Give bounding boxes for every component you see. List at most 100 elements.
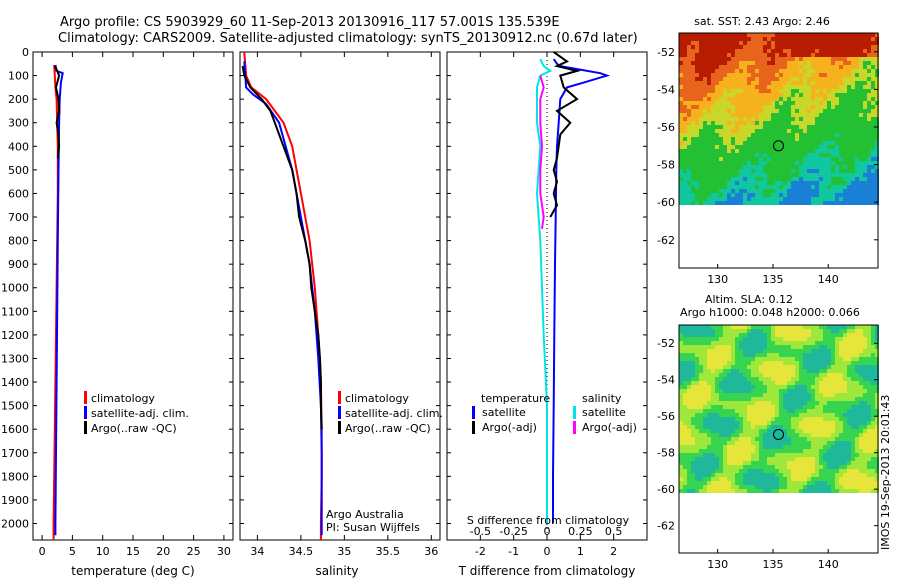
map-cell bbox=[683, 393, 687, 397]
map-cell bbox=[843, 105, 847, 109]
map-cell bbox=[863, 369, 867, 373]
map-cell bbox=[699, 489, 703, 493]
map-cell bbox=[739, 425, 743, 429]
map-cell bbox=[723, 381, 727, 385]
map-cell bbox=[763, 361, 767, 365]
map-cell bbox=[811, 81, 815, 85]
map-cell bbox=[695, 137, 699, 141]
map-cell bbox=[863, 465, 867, 469]
map-cell bbox=[783, 189, 787, 193]
map-cell bbox=[871, 101, 875, 105]
map-cell bbox=[731, 393, 735, 397]
map-cell bbox=[767, 117, 771, 121]
map-cell bbox=[711, 145, 715, 149]
map-cell bbox=[795, 77, 799, 81]
map-cell bbox=[791, 345, 795, 349]
map-cell bbox=[747, 201, 751, 205]
map-cell bbox=[743, 433, 747, 437]
map-cell bbox=[719, 93, 723, 97]
map-cell bbox=[687, 69, 691, 73]
map-cell bbox=[819, 37, 823, 41]
map-cell bbox=[803, 201, 807, 205]
map-cell bbox=[747, 369, 751, 373]
map-cell bbox=[695, 197, 699, 201]
map-cell bbox=[747, 61, 751, 65]
map-cell bbox=[695, 173, 699, 177]
map-cell bbox=[819, 453, 823, 457]
map-cell bbox=[699, 45, 703, 49]
map-cell bbox=[867, 125, 871, 129]
map-cell bbox=[691, 333, 695, 337]
map-cell bbox=[695, 377, 699, 381]
map-cell bbox=[779, 149, 783, 153]
map-cell bbox=[791, 437, 795, 441]
map-cell bbox=[811, 77, 815, 81]
y-tick-label: 900 bbox=[8, 258, 29, 271]
map-cell bbox=[819, 137, 823, 141]
map-cell bbox=[763, 457, 767, 461]
map-cell bbox=[711, 157, 715, 161]
map-cell bbox=[819, 77, 823, 81]
map-cell bbox=[799, 69, 803, 73]
map-cell bbox=[795, 113, 799, 117]
map-cell bbox=[859, 105, 863, 109]
map-cell bbox=[863, 477, 867, 481]
map-cell bbox=[699, 441, 703, 445]
map-cell bbox=[803, 345, 807, 349]
map-cell bbox=[735, 405, 739, 409]
map-cell bbox=[735, 73, 739, 77]
salinity-xlabel: salinity bbox=[315, 564, 358, 578]
map-cell bbox=[867, 93, 871, 97]
map-cell bbox=[815, 325, 819, 329]
map-cell bbox=[851, 413, 855, 417]
map-cell bbox=[819, 141, 823, 145]
map-cell bbox=[807, 485, 811, 489]
map-cell bbox=[855, 53, 859, 57]
map-cell bbox=[747, 397, 751, 401]
map-cell bbox=[679, 137, 683, 141]
map-cell bbox=[835, 337, 839, 341]
map-cell bbox=[723, 125, 727, 129]
map-cell bbox=[743, 117, 747, 121]
map-cell bbox=[751, 369, 755, 373]
map-cell bbox=[815, 93, 819, 97]
map-cell bbox=[799, 349, 803, 353]
map-cell bbox=[699, 117, 703, 121]
map-cell bbox=[863, 133, 867, 137]
map-cell bbox=[875, 177, 879, 181]
map-cell bbox=[787, 461, 791, 465]
map-cell bbox=[791, 81, 795, 85]
map-cell bbox=[687, 469, 691, 473]
map-cell bbox=[787, 353, 791, 357]
map-cell bbox=[691, 105, 695, 109]
map-cell bbox=[863, 441, 867, 445]
map-cell bbox=[683, 341, 687, 345]
map-cell bbox=[855, 185, 859, 189]
map-cell bbox=[763, 189, 767, 193]
map-cell bbox=[715, 489, 719, 493]
map-cell bbox=[819, 337, 823, 341]
map-cell bbox=[715, 401, 719, 405]
map-cell bbox=[751, 157, 755, 161]
map-cell bbox=[791, 73, 795, 77]
map-cell bbox=[823, 65, 827, 69]
map-cell bbox=[819, 89, 823, 93]
map-cell bbox=[811, 121, 815, 125]
map-cell bbox=[875, 393, 879, 397]
map-cell bbox=[727, 133, 731, 137]
map-cell bbox=[795, 489, 799, 493]
map-cell bbox=[739, 369, 743, 373]
map-cell bbox=[727, 69, 731, 73]
map-cell bbox=[771, 345, 775, 349]
map-cell bbox=[847, 453, 851, 457]
map-cell bbox=[747, 429, 751, 433]
map-cell bbox=[779, 113, 783, 117]
map-cell bbox=[755, 65, 759, 69]
map-cell bbox=[811, 413, 815, 417]
map-cell bbox=[795, 413, 799, 417]
map-cell bbox=[827, 121, 831, 125]
map-cell bbox=[783, 105, 787, 109]
map-cell bbox=[687, 161, 691, 165]
map-cell bbox=[739, 417, 743, 421]
map-cell bbox=[727, 61, 731, 65]
